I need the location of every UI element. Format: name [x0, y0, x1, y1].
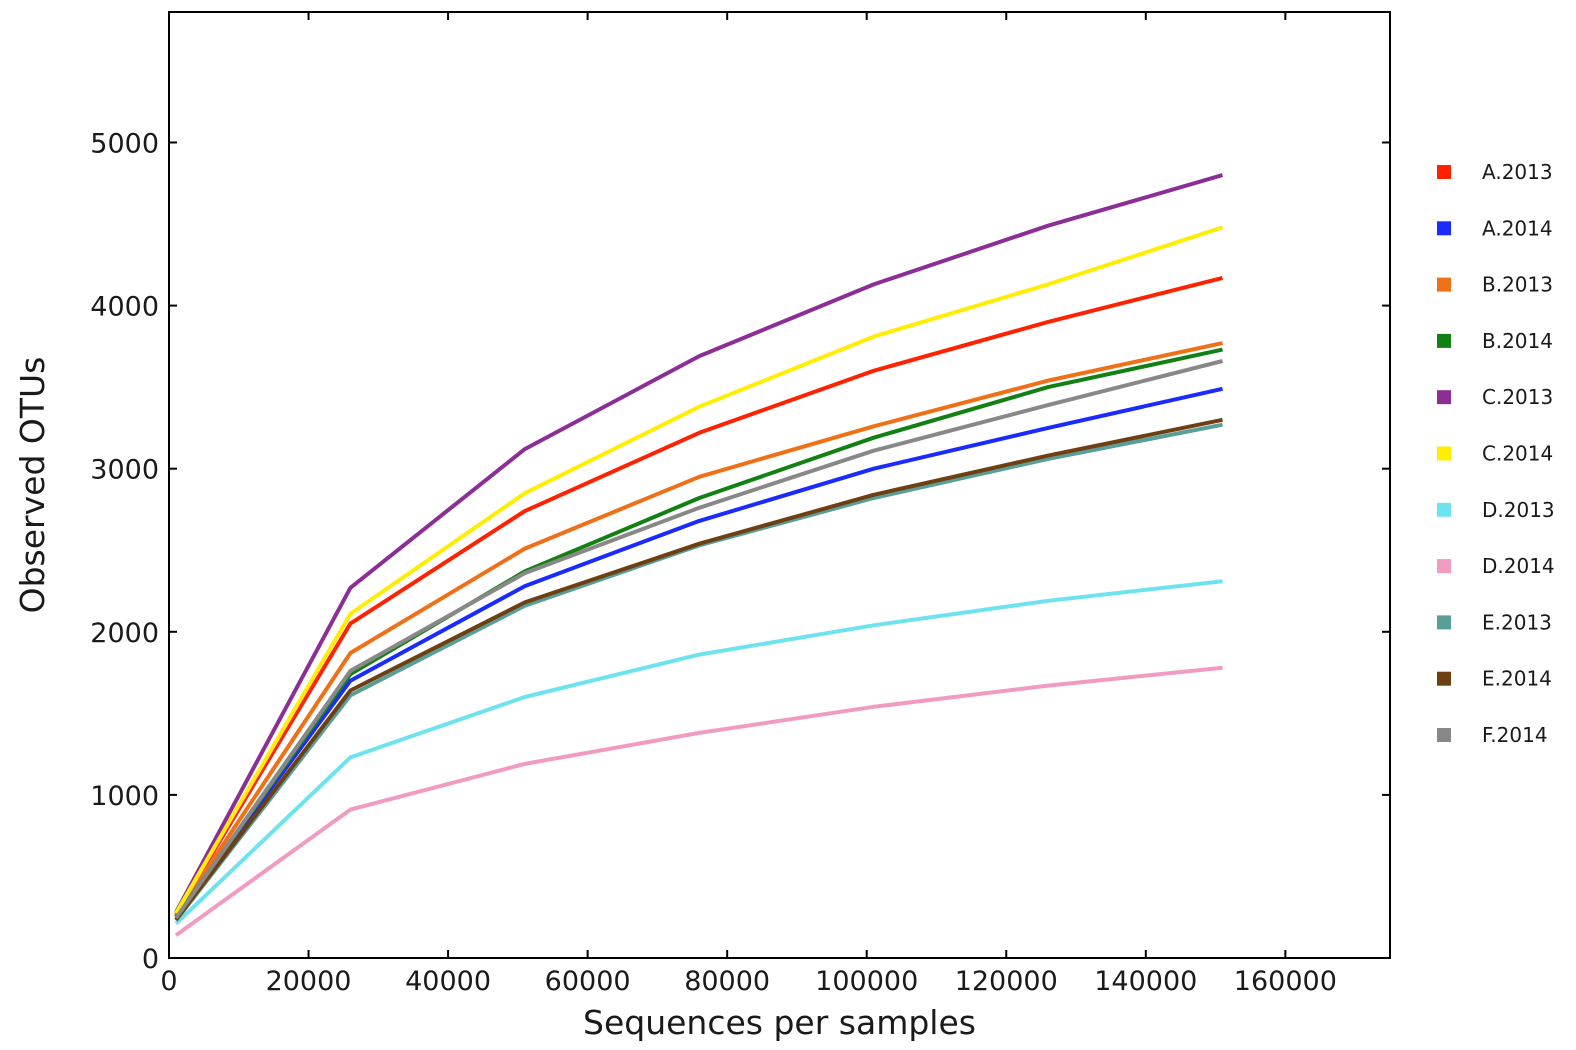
legend-swatch [1437, 333, 1451, 348]
x-tick-label: 20000 [266, 966, 352, 997]
y-tick-label: 1000 [90, 781, 159, 812]
series-line-e-2014 [174, 417, 1223, 921]
x-tick-label: 40000 [405, 966, 491, 997]
y-tick-label: 3000 [90, 455, 159, 486]
legend-item: D.2013 [1437, 498, 1555, 522]
legend-swatch [1437, 671, 1451, 686]
legend-swatch [1437, 728, 1451, 742]
legend-swatch [1437, 502, 1451, 517]
series-line-f-2014 [174, 359, 1223, 920]
legend-swatch [1437, 446, 1451, 461]
legend-swatch [1437, 559, 1451, 574]
series-line-a-2014 [174, 386, 1223, 919]
legend-swatch [1437, 221, 1451, 236]
legend: A.2013 A.2014 B.2013 B.2014 C.2013 C.2014 D.20… [1437, 160, 1555, 747]
legend-item: C.2013 [1437, 385, 1553, 409]
axis-ticks-group [168, 12, 1390, 959]
series-line-c-2014 [174, 225, 1224, 915]
legend-label: D.2014 [1482, 554, 1555, 578]
plot-frame [168, 11, 1391, 959]
legend-label: A.2013 [1482, 160, 1553, 184]
legend-item: C.2014 [1437, 442, 1553, 466]
legend-swatch [1437, 390, 1451, 405]
legend-item: D.2014 [1437, 554, 1555, 578]
legend-swatch [1437, 165, 1451, 179]
x-tick-label: 80000 [684, 966, 770, 997]
y-tick-label: 2000 [90, 618, 159, 649]
x-tick-label: 160000 [1234, 966, 1337, 997]
plot-series-group [174, 173, 1224, 937]
legend-swatch [1437, 615, 1451, 630]
y-tick-label: 5000 [90, 128, 159, 159]
legend-item: E.2014 [1437, 667, 1552, 691]
y-tick-label: 0 [142, 944, 159, 975]
legend-swatch [1437, 277, 1451, 292]
x-tick-label: 120000 [955, 966, 1058, 997]
legend-label: A.2014 [1482, 216, 1553, 240]
x-tick-label: 60000 [545, 966, 631, 997]
tick-labels-group: 0 20000 40000 60000 80000 100000 120000 140000 1… [90, 128, 1337, 997]
legend-label: D.2013 [1482, 498, 1555, 522]
series-line-d-2014 [174, 665, 1223, 937]
legend-label: C.2014 [1482, 442, 1553, 466]
legend-item: A.2013 [1437, 160, 1553, 184]
legend-item: B.2013 [1437, 273, 1553, 297]
y-axis-title: Observed OTUs [13, 357, 52, 614]
x-tick-label: 140000 [1094, 966, 1197, 997]
legend-label: C.2013 [1482, 385, 1553, 409]
legend-label: F.2014 [1482, 723, 1548, 747]
legend-item: A.2014 [1437, 216, 1553, 240]
legend-item: B.2014 [1437, 329, 1553, 353]
legend-label: B.2013 [1482, 273, 1553, 297]
legend-item: F.2014 [1437, 723, 1548, 747]
legend-label: B.2014 [1482, 329, 1553, 353]
series-line-c-2013 [174, 173, 1224, 914]
y-tick-label: 4000 [90, 292, 159, 323]
legend-label: E.2013 [1482, 610, 1552, 634]
series-line-a-2013 [174, 275, 1223, 916]
x-tick-label: 100000 [815, 966, 918, 997]
legend-item: E.2013 [1437, 610, 1552, 634]
x-axis-title: Sequences per samples [583, 1003, 976, 1042]
x-tick-label: 0 [160, 966, 177, 997]
series-line-d-2013 [174, 579, 1223, 926]
series-line-b-2013 [174, 341, 1223, 917]
legend-label: E.2014 [1482, 667, 1552, 691]
